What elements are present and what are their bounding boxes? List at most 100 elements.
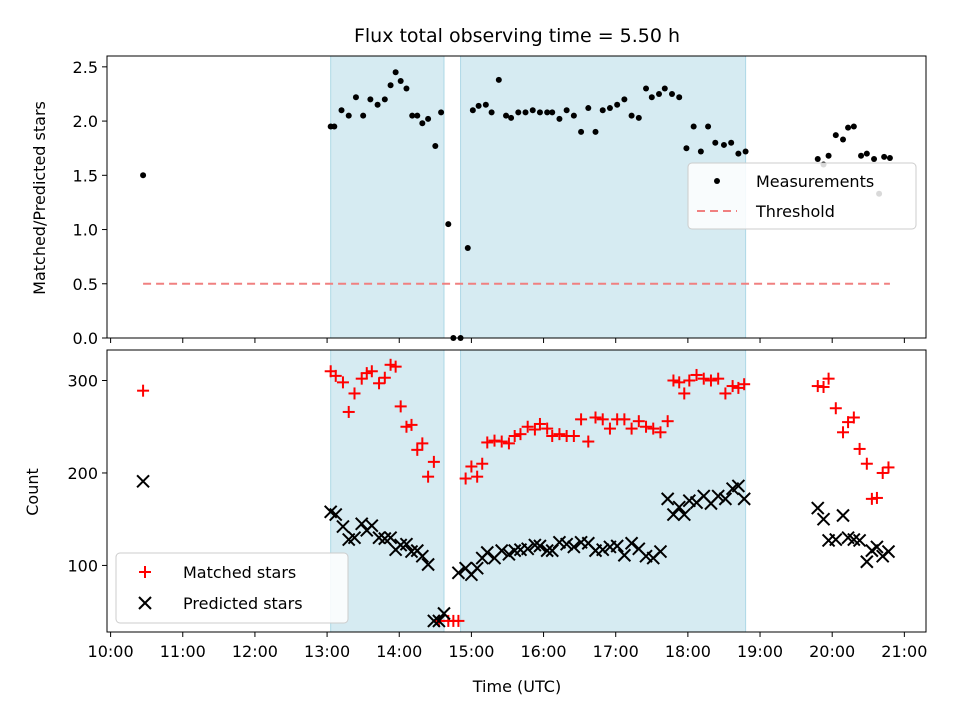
matched-stars-point <box>342 405 355 418</box>
predicted-stars-point <box>528 538 542 552</box>
measurement-point <box>697 148 704 155</box>
x-tick-label: 21:00 <box>881 642 927 661</box>
predicted-stars-point <box>540 543 554 558</box>
measurement-point <box>720 141 727 148</box>
matched-stars-point <box>502 437 515 450</box>
measurement-point <box>621 96 628 103</box>
predicted-stars-point <box>653 544 668 559</box>
matched-stars-point <box>465 460 478 473</box>
predicted-stars-point <box>329 507 343 522</box>
matched-stars-point <box>603 422 616 435</box>
measurement-point <box>544 109 551 116</box>
top-legend-box <box>687 162 917 230</box>
measurement-point <box>858 152 865 159</box>
matched-stars-point <box>384 358 397 371</box>
predicted-stars-point <box>596 543 610 557</box>
predicted-stars-point <box>610 539 624 553</box>
bottom-legend-box <box>115 552 349 624</box>
measurement-point <box>409 112 416 119</box>
matched-stars-point <box>416 437 429 450</box>
matched-stars-point <box>738 378 751 391</box>
measurement-point <box>425 115 432 122</box>
measurement-point <box>488 109 495 116</box>
predicted-stars-point <box>666 507 681 522</box>
matched-stars-point <box>521 420 534 433</box>
matched-stars-point <box>661 415 674 428</box>
measurement-point <box>683 145 690 152</box>
matched-stars-point <box>870 491 883 504</box>
measurement-point <box>814 156 821 163</box>
predicted-stars-point <box>421 557 435 572</box>
measurement-point <box>508 114 515 121</box>
matched-stars-point <box>137 384 150 397</box>
predicted-stars-point <box>816 512 831 526</box>
measurement-point <box>742 148 749 155</box>
y-tick-label: 100 <box>67 556 98 575</box>
matched-stars-point <box>882 461 895 474</box>
predicted-stars-point <box>829 532 843 547</box>
x-tick-label: 17:00 <box>593 642 639 661</box>
predicted-stars-point <box>881 544 896 559</box>
predicted-stars-point <box>624 536 639 550</box>
matched-stars-point <box>726 380 739 393</box>
measurement-point <box>536 109 543 116</box>
legend-measurements-label: Measurements <box>756 172 874 191</box>
matched-stars-point <box>373 377 386 390</box>
matched-stars-point <box>567 429 580 442</box>
bottom-panel: 100 200 300 10:00 11:00 12:00 13:00 14:00 15:00… <box>23 349 927 696</box>
measurement-point <box>529 107 536 114</box>
x-tick-label: 18:00 <box>665 642 711 661</box>
matched-stars-point <box>647 422 660 435</box>
matched-stars-point <box>625 422 638 435</box>
matched-stars-point <box>329 369 342 382</box>
predicted-stars-point <box>399 537 414 551</box>
matched-stars-point <box>632 415 645 428</box>
measurement-point <box>469 107 476 114</box>
predicted-stars-point <box>711 489 725 503</box>
legend-matched-marker <box>139 566 151 578</box>
measurement-point <box>863 150 870 157</box>
measurement-point <box>522 109 529 116</box>
measurement-point <box>669 90 676 97</box>
matched-stars-point <box>541 422 554 435</box>
matched-stars-point <box>596 413 609 426</box>
legend-measurements-marker <box>714 178 720 184</box>
predicted-stars-point <box>451 566 466 580</box>
measurement-point <box>735 150 742 157</box>
matched-stars-point <box>495 435 508 448</box>
shaded-span-1-panel-1 <box>330 55 445 339</box>
measurement-point <box>381 96 388 103</box>
measurement-point <box>825 152 832 159</box>
predicted-stars-point <box>836 508 850 523</box>
matched-stars-point <box>673 376 686 389</box>
measurement-point <box>338 107 345 114</box>
predicted-stars-point <box>852 533 867 548</box>
x-axis-label: Time (UTC) <box>472 677 561 696</box>
shaded-span-1-panel-2 <box>330 349 445 633</box>
matched-stars-point <box>422 470 435 483</box>
matched-stars-point <box>690 368 703 381</box>
predicted-stars-point <box>336 519 350 534</box>
predicted-stars-point <box>660 492 675 506</box>
predicted-stars-point <box>415 549 430 563</box>
bottom-series <box>136 358 896 628</box>
measurement-point <box>728 139 735 146</box>
measurement-point <box>570 112 577 119</box>
measurement-point <box>464 244 471 251</box>
matched-stars-point <box>452 614 465 627</box>
y-tick-label: 300 <box>67 372 98 391</box>
matched-stars-point <box>837 426 850 439</box>
y-tick-label: 200 <box>67 464 98 483</box>
measurement-point <box>661 85 668 92</box>
matched-stars-point <box>553 428 566 441</box>
matched-stars-point <box>618 413 631 426</box>
matched-stars-point <box>405 418 418 431</box>
matched-stars-point <box>508 429 521 442</box>
measurement-point <box>563 107 570 114</box>
measurement-point <box>345 112 352 119</box>
matched-stars-point <box>476 457 489 470</box>
measurement-point <box>387 82 394 89</box>
bottom-legend: Matched stars Predicted stars <box>115 552 349 624</box>
measurement-point <box>397 77 404 84</box>
predicted-stars-point <box>347 530 362 545</box>
